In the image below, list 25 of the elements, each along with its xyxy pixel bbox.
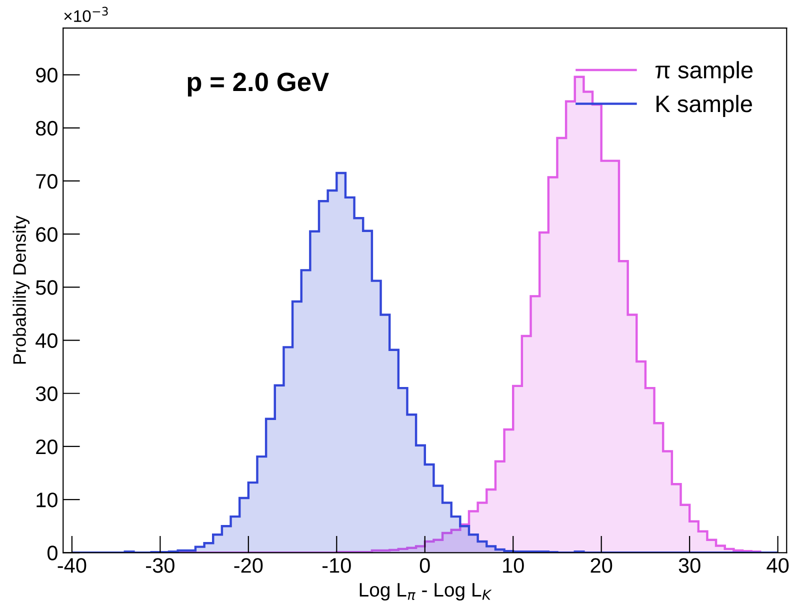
x-tick-label: 20 [590,558,612,573]
y-tick-label: 60 [36,227,58,242]
y-axis-title: Probability Density [12,216,30,364]
text: ×10$^{−3}$ [64,6,108,22]
annotation: p = 2.0 GeV [188,72,329,96]
y-tick-label: 20 [36,439,58,454]
y-tick-label: 0 [47,546,58,560]
y-tick-label: 90 [36,68,58,83]
x-tick-label: -40 [58,558,86,573]
x-tick-label: 10 [503,558,524,573]
legend-label: K sample [656,94,752,117]
x-tick-label: 30 [678,558,700,573]
y-tick-label: 50 [36,280,58,295]
y-tick-label: 80 [36,120,58,136]
legend-label: π sample [656,61,753,84]
x-tick-label: -10 [322,558,351,573]
x-tick-label: 40 [766,558,789,573]
y-tick-label: 30 [36,386,58,402]
x-tick-label: -30 [146,558,174,573]
x-tick-label: -20 [234,558,263,573]
x-tick-label: 0 [420,558,430,573]
y-tick-label: 10 [36,492,58,508]
x-axis-title: Log L$_{π}$ - Log L$_{K}$ [360,583,492,601]
y-tick-label: 70 [36,174,58,189]
y-tick-label: 40 [36,333,58,348]
